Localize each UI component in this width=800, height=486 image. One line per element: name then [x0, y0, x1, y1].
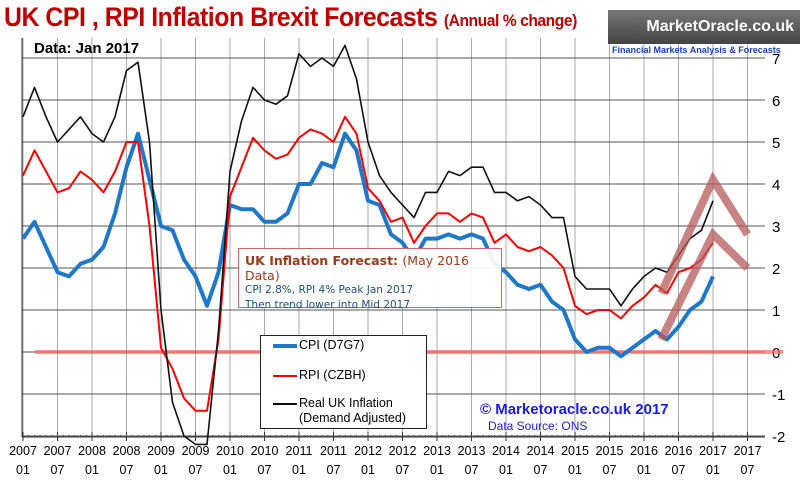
- x-tick-label-year: 2015: [561, 444, 589, 458]
- y-tick-label: 7: [772, 51, 780, 68]
- x-tick-label-month: 07: [741, 463, 755, 477]
- legend-item-real: Real UK Inflation (Demand Adjusted): [273, 396, 423, 426]
- marketoracle-logo: MarketOracle.co.uk: [608, 10, 800, 44]
- y-tick-label: 1: [772, 303, 780, 320]
- legend: CPI (D7G7) RPI (CZBH) Real UK Inflation …: [260, 335, 427, 429]
- legend-swatch: [273, 375, 297, 377]
- x-tick-label-month: 07: [51, 463, 65, 477]
- forecast-heading: UK Inflation Forecast:: [245, 253, 399, 268]
- series-line-cpi: [21, 131, 715, 359]
- legend-swatch: [273, 403, 297, 405]
- y-tick-label: 5: [772, 135, 780, 152]
- x-tick-label-month: 01: [154, 463, 168, 477]
- x-tick-label-month: 07: [534, 463, 548, 477]
- data-source-text: Data Source: ONS: [488, 419, 588, 433]
- forecast-line-1: CPI 2.8%, RPI 4% Peak Jan 2017: [245, 284, 414, 296]
- y-tick-label: 2: [772, 261, 780, 278]
- x-tick-label-month: 01: [430, 463, 444, 477]
- x-tick-label-month: 07: [396, 463, 410, 477]
- x-tick-label-year: 2014: [527, 444, 555, 458]
- x-tick-label-month: 01: [568, 463, 582, 477]
- title-main: UK CPI , RPI Inflation Brexit Forecasts: [4, 2, 438, 32]
- x-tick-label-month: 01: [16, 463, 30, 477]
- legend-item-rpi: RPI (CZBH): [273, 368, 366, 382]
- forecast-heading-note: (May 2016 Data): [245, 253, 469, 283]
- legend-label: CPI (D7G7): [299, 338, 365, 352]
- x-tick-label-month: 07: [189, 463, 203, 477]
- x-tick-label-year: 2017: [699, 444, 727, 458]
- y-tick-label: 6: [772, 93, 780, 110]
- x-tick-label-year: 2017: [734, 444, 762, 458]
- x-tick-label-year: 2007: [9, 444, 37, 458]
- legend-label: RPI (CZBH): [299, 368, 366, 382]
- logo-tagline: Financial Markets Analysis & Forecasts: [612, 45, 781, 55]
- data-date-label: Data: Jan 2017: [34, 40, 140, 57]
- forecast-annotation: UK Inflation Forecast: (May 2016 Data) C…: [238, 248, 502, 311]
- x-tick-label-year: 2008: [78, 444, 106, 458]
- chart-title: UK CPI , RPI Inflation Brexit Forecasts …: [4, 2, 577, 33]
- x-tick-label-month: 07: [465, 463, 479, 477]
- x-tick-label-month: 07: [327, 463, 341, 477]
- x-tick-label-year: 2016: [665, 444, 693, 458]
- y-tick-label: 3: [772, 219, 780, 236]
- x-tick-label-month: 07: [258, 463, 272, 477]
- y-tick-label: -1: [772, 387, 785, 404]
- y-tick-label: -2: [772, 429, 785, 446]
- x-tick-label-year: 2008: [113, 444, 141, 458]
- x-tick-label-month: 01: [292, 463, 306, 477]
- x-tick-label-month: 07: [120, 463, 134, 477]
- series-line-real: [22, 44, 714, 446]
- title-sub: (Annual % change): [443, 11, 577, 30]
- x-tick-label-month: 07: [603, 463, 617, 477]
- x-tick-label-year: 2014: [492, 444, 520, 458]
- x-tick-label-month: 01: [223, 463, 237, 477]
- forecast-arrow-cpi: [657, 227, 751, 342]
- copyright-text: © Marketoracle.co.uk 2017: [480, 401, 669, 418]
- x-tick-label-year: 2015: [596, 444, 624, 458]
- legend-swatch: [273, 344, 297, 348]
- x-tick-label-year: 2012: [354, 444, 382, 458]
- x-tick-label-year: 2013: [458, 444, 486, 458]
- x-tick-label-year: 2009: [147, 444, 175, 458]
- x-tick-label-month: 01: [361, 463, 375, 477]
- legend-item-cpi: CPI (D7G7): [273, 338, 364, 352]
- x-tick-label-year: 2010: [251, 444, 279, 458]
- forecast-line-2: Then trend lower into Mid 2017: [245, 299, 411, 311]
- x-tick-label-month: 01: [85, 463, 99, 477]
- legend-label: Real UK Inflation (Demand Adjusted): [299, 396, 407, 425]
- x-tick-label-year: 2010: [216, 444, 244, 458]
- x-tick-label-year: 2011: [320, 444, 347, 458]
- series-line-rpi: [22, 115, 714, 412]
- x-tick-label-month: 01: [706, 463, 720, 477]
- forecast-arrow-rpi: [657, 171, 751, 295]
- x-tick-label-month: 07: [672, 463, 686, 477]
- x-tick-label-year: 2012: [389, 444, 417, 458]
- y-tick-label: 4: [772, 177, 780, 194]
- x-tick-label-year: 2016: [630, 444, 658, 458]
- x-tick-label-year: 2009: [182, 444, 210, 458]
- x-tick-label-year: 2007: [44, 444, 72, 458]
- x-tick-label-month: 01: [637, 463, 651, 477]
- x-tick-label-year: 2011: [286, 444, 313, 458]
- logo-text: MarketOracle.co.uk: [646, 18, 794, 35]
- x-tick-label-year: 2013: [423, 444, 451, 458]
- x-tick-label-month: 01: [499, 463, 513, 477]
